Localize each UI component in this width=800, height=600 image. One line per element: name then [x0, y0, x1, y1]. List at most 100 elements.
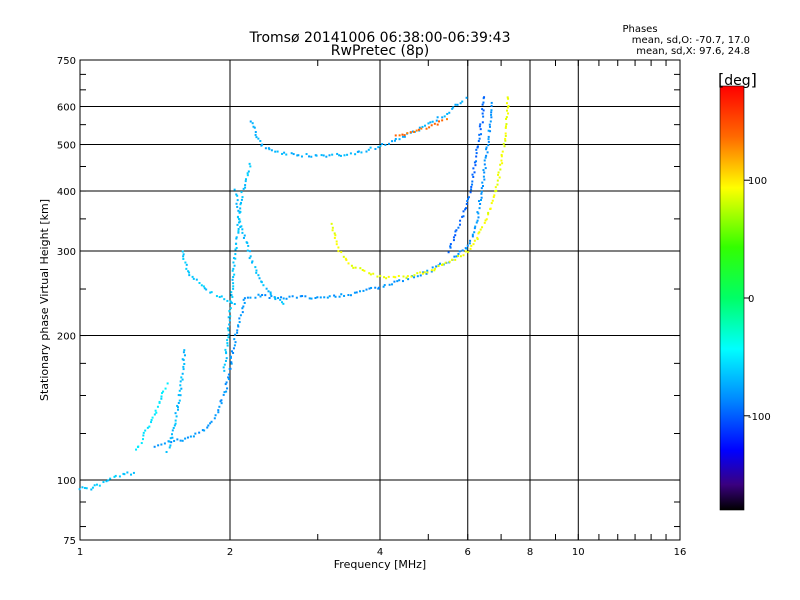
echo-point [229, 356, 232, 359]
echo-point [477, 216, 480, 219]
echo-point [170, 441, 173, 444]
echo-point [413, 276, 416, 279]
echo-point [478, 231, 481, 234]
echo-point [482, 101, 485, 104]
echo-point [228, 309, 231, 312]
echo-point [225, 381, 228, 384]
echo-point [415, 129, 418, 132]
echo-point [249, 120, 252, 123]
echo-point [192, 435, 195, 438]
echo-point [448, 111, 451, 114]
echo-point [374, 286, 377, 289]
echo-point [210, 420, 213, 423]
echo-point [490, 109, 493, 112]
echo-point [476, 238, 479, 241]
echo-point [235, 242, 238, 245]
echo-point [217, 411, 220, 414]
echo-point [277, 297, 280, 300]
echo-point [126, 471, 129, 474]
echo-point [494, 186, 497, 189]
echo-point [454, 234, 457, 237]
echo-point [411, 130, 414, 133]
echo-point [455, 255, 458, 258]
echo-point [480, 199, 483, 202]
echo-point [270, 149, 273, 152]
echo-point [506, 106, 509, 109]
echo-point [481, 103, 484, 106]
echo-point [461, 249, 464, 252]
echo-point [308, 155, 311, 158]
echo-point [156, 405, 159, 408]
echo-point [409, 131, 412, 134]
echo-point [232, 287, 235, 290]
echo-point [230, 361, 233, 364]
echo-point [387, 275, 390, 278]
echo-point [226, 339, 229, 342]
echo-point [174, 419, 177, 422]
echo-point [328, 295, 331, 298]
echo-point [469, 247, 472, 250]
echo-point [231, 278, 234, 281]
echo-point [297, 154, 300, 157]
echo-point [424, 124, 427, 127]
echo-point [449, 246, 452, 249]
echo-point [479, 202, 482, 205]
echo-point [279, 298, 282, 301]
echo-point [160, 395, 163, 398]
echo-point [291, 295, 294, 298]
echo-point [468, 242, 471, 245]
echo-point [257, 274, 260, 277]
echo-point [421, 125, 424, 128]
echo-point [489, 130, 492, 133]
echo-point [259, 140, 262, 143]
echo-point [473, 239, 476, 242]
echo-point [403, 134, 406, 137]
echo-point [325, 155, 328, 158]
echo-point [397, 274, 400, 277]
echo-point [362, 289, 365, 292]
echo-point [315, 154, 318, 157]
echo-point [467, 196, 470, 199]
echo-point [477, 200, 480, 203]
echo-point [431, 120, 434, 123]
echo-point [229, 367, 232, 370]
echo-point [487, 213, 490, 216]
echo-point [483, 163, 486, 166]
echo-point [168, 440, 171, 443]
echo-point [346, 153, 349, 156]
echo-point [173, 439, 176, 442]
echo-point [261, 293, 264, 296]
echo-point [484, 167, 487, 170]
echo-point [410, 275, 413, 278]
echo-point [504, 132, 507, 135]
echo-point [477, 140, 480, 143]
echo-point [480, 190, 483, 193]
echo-point [394, 137, 397, 140]
echo-point [234, 248, 237, 251]
echo-point [227, 329, 230, 332]
echo-point [413, 130, 416, 133]
echo-point [436, 116, 439, 119]
echo-point [334, 295, 337, 298]
echo-point [305, 153, 308, 156]
echo-point [237, 209, 240, 212]
echo-point [500, 153, 503, 156]
echo-point [174, 422, 177, 425]
echo-point [281, 152, 284, 155]
echo-point [398, 138, 401, 141]
colorbar-unit-text: deg [724, 73, 751, 89]
echo-point [499, 163, 502, 166]
echo-point [500, 155, 503, 158]
echo-point [457, 252, 460, 255]
echo-point [268, 148, 271, 151]
echo-point [274, 298, 277, 301]
echo-point [476, 145, 479, 148]
echo-point [237, 227, 240, 230]
echo-point [174, 412, 177, 415]
echo-point [226, 299, 229, 302]
echo-point [469, 239, 472, 242]
echo-point [369, 146, 372, 149]
echo-point [465, 96, 468, 99]
echo-point [439, 262, 442, 265]
